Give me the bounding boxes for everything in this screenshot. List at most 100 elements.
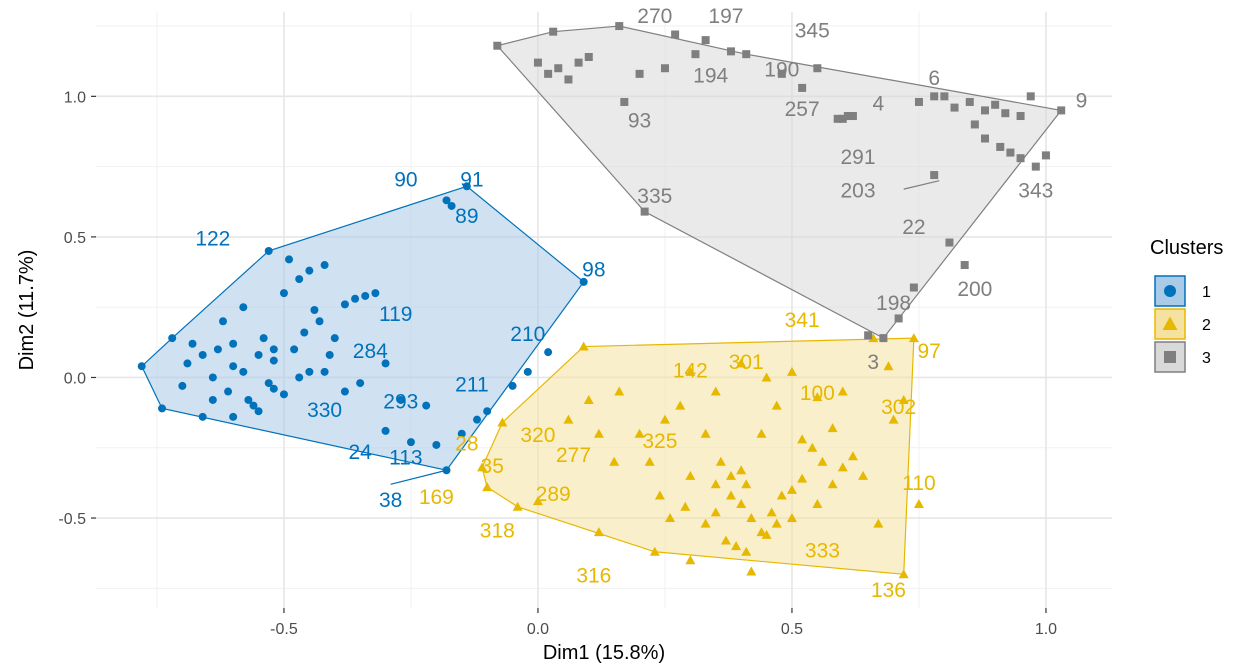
y-tick-label: 1.0	[64, 89, 86, 106]
cluster-3-point	[549, 27, 558, 36]
y-axis-title: Dim2 (11.7%)	[16, 250, 38, 371]
cluster-1-point	[239, 367, 248, 376]
cluster-1-point	[178, 381, 187, 390]
cluster-3-point	[533, 58, 542, 67]
cluster-1-point	[457, 429, 466, 438]
cluster-1-point	[285, 255, 294, 264]
cluster-2-point	[563, 414, 574, 424]
cluster-2-point	[888, 414, 899, 424]
cluster-2-point	[685, 555, 696, 565]
point-label: 316	[576, 565, 611, 588]
x-tick-label: 0.5	[781, 621, 803, 638]
cluster-1-point	[229, 362, 238, 371]
cluster-2-point	[776, 490, 787, 500]
cluster-2-point	[710, 386, 721, 396]
cluster-2-point	[578, 341, 589, 351]
cluster-1-point	[137, 362, 146, 371]
cluster-2-point	[741, 546, 752, 556]
point-label: 119	[379, 303, 412, 326]
cluster-1-point	[432, 440, 441, 449]
cluster-3-point	[930, 92, 939, 101]
x-tick-label: 1.0	[1035, 621, 1057, 638]
cluster-3-point	[914, 97, 923, 106]
point-label: 194	[693, 64, 728, 87]
cluster-2-point	[766, 507, 777, 517]
cluster-2-point	[609, 456, 620, 466]
cluster-3-point	[1016, 154, 1025, 163]
point-label: 4	[872, 92, 884, 115]
cluster-2-point	[771, 518, 782, 528]
cluster-3-point	[691, 50, 700, 59]
cluster-1-point	[198, 350, 207, 359]
cluster-2-point	[812, 392, 823, 402]
cluster-1-point	[295, 373, 304, 382]
cluster-1-point	[396, 395, 405, 404]
point-label: 341	[785, 309, 820, 332]
cluster-1-point	[254, 350, 263, 359]
point-label: 211	[455, 374, 488, 397]
cluster-2-point	[477, 462, 488, 472]
cluster-2-point	[756, 527, 767, 537]
cluster-3-point	[894, 314, 903, 323]
cluster-3-point	[940, 92, 949, 101]
cluster-3-point	[742, 50, 751, 59]
cluster-2-point	[761, 372, 772, 382]
cluster-3-point	[1041, 151, 1050, 160]
cluster-2-point	[710, 479, 721, 489]
cluster-2-point	[685, 470, 696, 480]
cluster-2-point	[858, 470, 869, 480]
point-label: 289	[536, 483, 571, 506]
point-label: 28	[455, 433, 478, 456]
cluster-3-point	[848, 112, 857, 121]
cluster-3-point	[991, 100, 1000, 109]
cluster-3-point	[833, 114, 842, 123]
cluster-3-point	[584, 52, 593, 61]
cluster-3-point	[965, 97, 974, 106]
cluster-2-point	[497, 417, 508, 427]
cluster-2-point	[649, 546, 660, 556]
legend-marker-3	[1164, 351, 1176, 363]
cluster-3-point	[635, 69, 644, 78]
cluster-2-point	[685, 366, 696, 376]
label-leader	[390, 469, 447, 485]
cluster-2-point	[873, 518, 884, 528]
cluster-1-point	[279, 390, 288, 399]
cluster-3-point	[843, 112, 852, 121]
cluster-3-point	[864, 331, 873, 340]
point-label: 330	[307, 399, 342, 422]
cluster-1-point	[219, 317, 227, 326]
cluster-3-point	[1006, 148, 1015, 157]
cluster-1-point	[208, 395, 217, 404]
cluster-1-point	[340, 300, 349, 309]
cluster-3-point	[879, 334, 888, 343]
cluster-3-point	[640, 207, 649, 216]
label-leaders	[390, 180, 940, 485]
cluster-2-point	[644, 456, 655, 466]
point-label: 22	[902, 216, 925, 239]
point-label: 333	[805, 539, 840, 562]
cluster-3-point	[1001, 109, 1010, 118]
y-tick-label: 0.0	[64, 370, 86, 387]
cluster-2-point	[710, 507, 721, 517]
point-label: 110	[902, 472, 935, 495]
cluster-hulls	[140, 25, 1063, 575]
cluster-1-point	[269, 384, 278, 393]
cluster-1-point	[188, 339, 197, 348]
cluster-3-point	[564, 75, 573, 84]
legend-marker-1	[1164, 285, 1176, 297]
cluster-2-point	[736, 465, 747, 475]
cluster-1-point	[229, 412, 238, 421]
cluster-2-point	[680, 501, 691, 511]
point-label: 100	[800, 382, 835, 405]
cluster-2-point	[868, 333, 879, 343]
cluster-2-point	[583, 394, 594, 404]
cluster-2-point	[532, 496, 543, 506]
cluster-2-point	[731, 541, 742, 551]
cluster-1-point	[264, 379, 273, 388]
cluster-3-point	[620, 97, 629, 106]
cluster-1-point	[300, 328, 309, 337]
point-label: 343	[1018, 180, 1053, 203]
point-label: 270	[637, 5, 672, 28]
cluster-1-point	[523, 367, 532, 376]
point-label: 113	[389, 447, 422, 470]
